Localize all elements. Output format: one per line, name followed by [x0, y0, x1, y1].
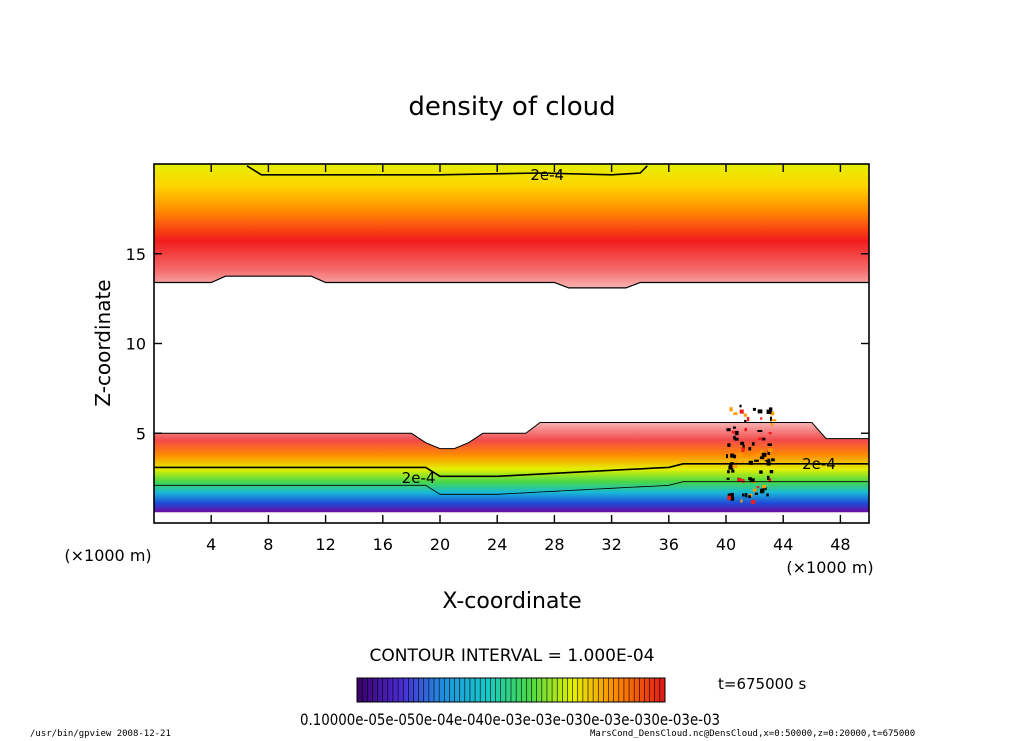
contour-line-upper-top — [246, 165, 648, 176]
lower-cloud-layer — [154, 422, 869, 513]
x-unit-left: (×1000 m) — [64, 546, 151, 565]
x-tick-label: 28 — [544, 535, 564, 554]
x-tick-labels: 4 8 12 16 20 24 28 32 36 40 44 48 — [206, 535, 850, 554]
x-tick-label: 44 — [773, 535, 793, 554]
contour-line-lower-sub — [154, 481, 869, 495]
contour-line-lower-top — [154, 422, 869, 450]
x-tick-label: 20 — [430, 535, 450, 554]
x-tick-label: 8 — [263, 535, 273, 554]
chart-title: density of cloud — [408, 92, 615, 122]
contour-labels: 2e-4 2e-4 2e-4 — [402, 166, 836, 487]
x-tick-label: 36 — [659, 535, 679, 554]
y-tick-label: 15 — [126, 245, 146, 264]
x-axis-label: X-coordinate — [442, 589, 581, 614]
footer-left: /usr/bin/gpview 2008-12-21 — [30, 729, 171, 739]
colorbar — [356, 677, 666, 703]
contour-line-2e-4-lower — [154, 463, 869, 478]
y-tick-label: 10 — [126, 335, 146, 354]
axis-ticks — [154, 164, 869, 523]
y-tick-labels: 5 10 15 — [126, 245, 146, 444]
contour-label: 2e-4 — [802, 455, 836, 473]
contour-line-upper-bottom — [154, 275, 869, 289]
upper-cloud-layer — [154, 164, 869, 288]
x-tick-label: 16 — [373, 535, 393, 554]
x-tick-label: 40 — [716, 535, 736, 554]
contour-label: 2e-4 — [530, 166, 564, 184]
footer-right: MarsCond_DensCloud.nc@DensCloud,x=0:5000… — [590, 729, 916, 739]
contour-interval-text: CONTOUR INTERVAL = 1.000E-04 — [370, 646, 655, 666]
x-tick-label: 48 — [830, 535, 850, 554]
y-axis-label: Z-coordinate — [91, 279, 115, 406]
x-unit-right: (×1000 m) — [786, 558, 873, 577]
x-tick-label: 32 — [601, 535, 621, 554]
x-tick-label: 4 — [206, 535, 216, 554]
y-tick-label: 5 — [136, 424, 146, 443]
plot-area — [154, 164, 869, 513]
colorbar-labels: 0.10000e-05e-050e-04e-040e-03e-03e-030e-… — [300, 710, 720, 729]
x-tick-label: 12 — [315, 535, 335, 554]
contour-label: 2e-4 — [402, 469, 436, 487]
x-tick-label: 24 — [487, 535, 507, 554]
time-label: t=675000 s — [718, 675, 806, 693]
